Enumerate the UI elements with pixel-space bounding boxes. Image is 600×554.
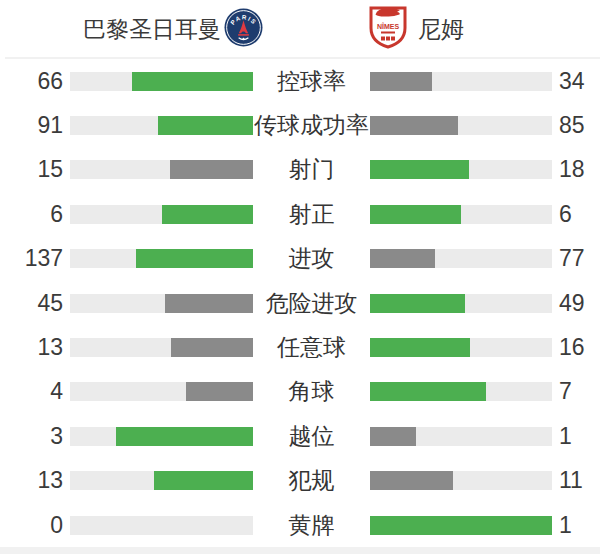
home-value: 3 [0,427,63,446]
home-bar-fill [136,249,253,268]
away-value: 85 [559,116,600,135]
stat-label: 黄牌 [253,516,370,535]
away-team-name: 尼姆 [418,8,464,50]
stat-label: 危险进攻 [253,294,370,313]
away-bar-fill [370,294,465,313]
stat-label: 犯规 [253,471,370,490]
home-bar-track [70,116,253,135]
away-bar-fill [370,249,435,268]
away-value: 7 [559,382,600,401]
away-team-header: NÎMES 尼姆 [368,8,464,50]
bottom-strip [0,547,600,554]
away-bar-fill [370,427,416,446]
away-value: 18 [559,160,600,179]
away-bar-track [370,249,552,268]
home-bar-track [70,72,253,91]
away-value: 49 [559,294,600,313]
stat-row: 6 射正 6 [0,205,600,224]
away-bar-fill [370,160,469,179]
home-value: 4 [0,382,63,401]
stat-label: 任意球 [253,338,370,357]
stat-label: 进攻 [253,249,370,268]
away-bar-track [370,427,552,446]
stat-row: 3 越位 1 [0,427,600,446]
home-bar-fill [158,116,253,135]
home-value: 6 [0,205,63,224]
stat-label: 射正 [253,205,370,224]
stat-label: 角球 [253,382,370,401]
home-bar-fill [186,382,253,401]
away-value: 1 [559,516,600,535]
away-bar-track [370,160,552,179]
away-value: 1 [559,427,600,446]
home-bar-track [70,160,253,179]
away-value: 11 [559,471,600,490]
stat-row: 15 射门 18 [0,160,600,179]
away-value: 16 [559,338,600,357]
home-value: 0 [0,516,63,535]
home-bar-track [70,294,253,313]
home-bar-track [70,471,253,490]
away-bar-fill [370,116,458,135]
away-bar-track [370,205,552,224]
away-bar-track [370,471,552,490]
away-bar-track [370,72,552,91]
away-bar-fill [370,205,461,224]
home-value: 91 [0,116,63,135]
stat-row: 137 进攻 77 [0,249,600,268]
header-divider [5,57,600,59]
stat-row: 0 黄牌 1 [0,516,600,535]
home-bar-track [70,205,253,224]
home-bar-fill [116,427,253,446]
match-stats-page: 巴黎圣日耳曼 PARIS NÎMES [0,0,600,554]
away-bar-fill [370,338,470,357]
stat-row: 45 危险进攻 49 [0,294,600,313]
home-value: 15 [0,160,63,179]
nimes-crest-icon: NÎMES [368,5,408,54]
home-value: 13 [0,338,63,357]
away-bar-track [370,338,552,357]
home-bar-fill [154,471,253,490]
home-bar-fill [162,205,254,224]
away-value: 34 [559,72,600,91]
home-bar-fill [171,338,253,357]
stat-row: 4 角球 7 [0,382,600,401]
stat-row: 66 控球率 34 [0,72,600,91]
home-bar-track [70,382,253,401]
home-bar-track [70,427,253,446]
home-value: 66 [0,72,63,91]
home-bar-fill [132,72,253,91]
away-value: 6 [559,205,600,224]
home-bar-track [70,516,253,535]
away-bar-track [370,294,552,313]
home-bar-track [70,249,253,268]
home-value: 45 [0,294,63,313]
away-value: 77 [559,249,600,268]
stat-label: 传球成功率 [253,116,370,135]
nimes-crest-text: NÎMES [377,21,400,29]
stat-row: 91 传球成功率 85 [0,116,600,135]
away-bar-track [370,516,552,535]
away-bar-track [370,382,552,401]
away-bar-fill [370,516,552,535]
stat-row: 13 任意球 16 [0,338,600,357]
stat-label: 越位 [253,427,370,446]
home-value: 13 [0,471,63,490]
home-value: 137 [0,249,63,268]
home-bar-track [70,338,253,357]
away-bar-fill [370,382,486,401]
stat-row: 13 犯规 11 [0,471,600,490]
stat-label: 控球率 [253,72,370,91]
away-bar-fill [370,471,453,490]
away-bar-fill [370,72,432,91]
stat-label: 射门 [253,160,370,179]
away-bar-track [370,116,552,135]
home-team-header: 巴黎圣日耳曼 PARIS [0,8,263,50]
home-team-name: 巴黎圣日耳曼 [83,8,221,50]
home-bar-fill [170,160,253,179]
psg-crest-icon: PARIS [224,8,263,51]
home-bar-fill [165,294,253,313]
